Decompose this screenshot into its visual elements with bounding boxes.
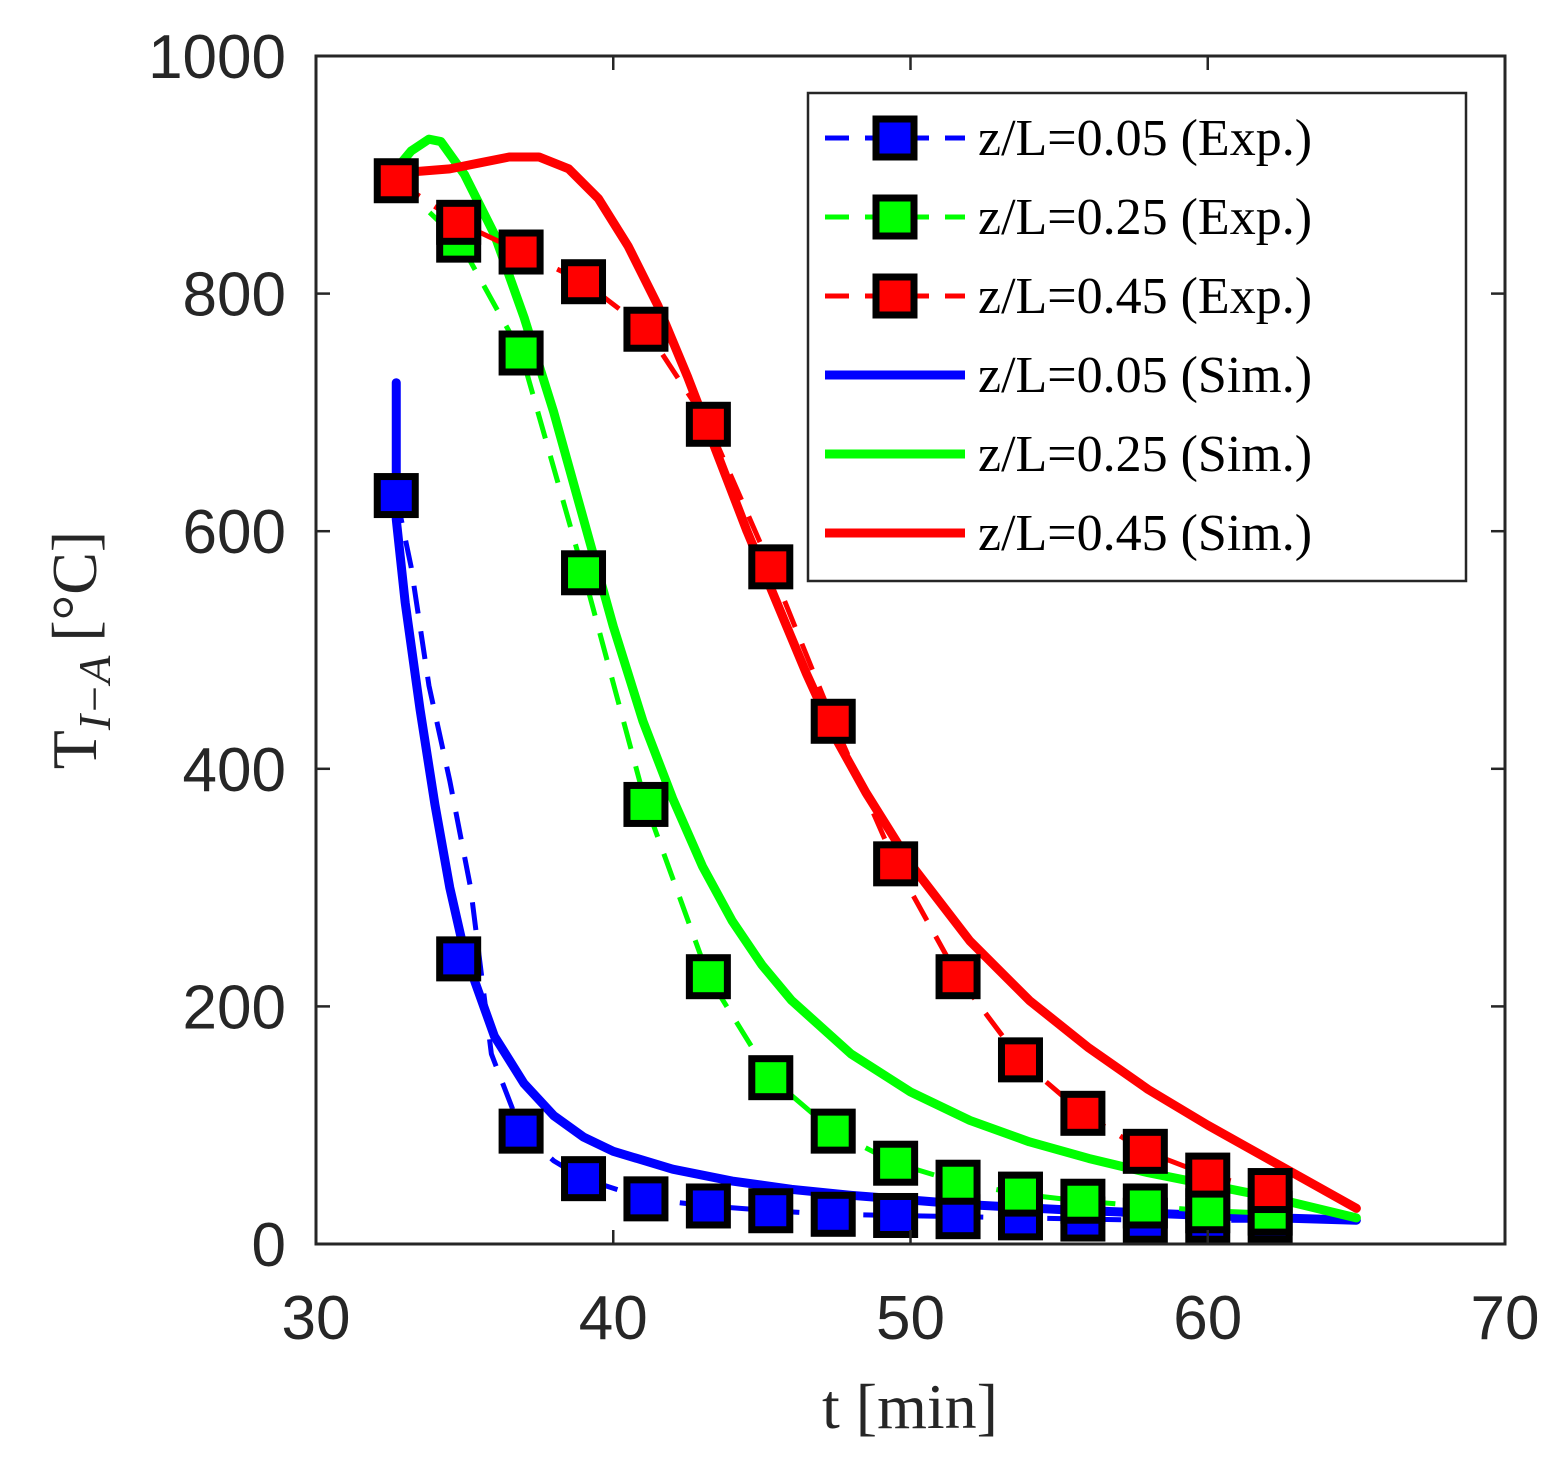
exp-marker-point [873, 1192, 919, 1238]
x-tick-label: 50 [876, 1284, 945, 1353]
exp-marker-point [561, 550, 607, 596]
exp-marker-point [498, 229, 544, 275]
legend-label: z/L=0.05 (Exp.) [978, 110, 1312, 167]
y-tick-label: 1000 [148, 23, 286, 92]
legend-label: z/L=0.25 (Exp.) [978, 189, 1312, 246]
exp-marker-point [498, 1108, 544, 1154]
exp-marker-point [997, 1171, 1043, 1217]
exp-marker-point [748, 1055, 794, 1101]
exp-marker-point [498, 330, 544, 376]
exp-marker-point [685, 401, 731, 447]
exp-marker-point [623, 1176, 669, 1222]
legend: z/L=0.05 (Exp.) z/L=0.25 (Exp.) z/L=0.45 (… [806, 91, 1468, 583]
series-2 [373, 158, 1293, 1214]
exp-marker-point [935, 954, 981, 1000]
exp-marker-point [623, 781, 669, 827]
exp-marker-point [436, 936, 482, 982]
exp-marker-point [1185, 1188, 1231, 1234]
x-axis-label: t [min] [822, 1371, 998, 1442]
exp-marker-point [1060, 1178, 1106, 1224]
exp-marker-point [1122, 1183, 1168, 1229]
exp-marker-point [373, 158, 419, 204]
legend-label: z/L=0.25 (Sim.) [978, 426, 1312, 483]
y-tick-label: 400 [183, 736, 286, 805]
legend-marker-swatch [872, 273, 918, 319]
legend-entry: z/L=0.25 (Sim.) [825, 426, 1312, 483]
exp-marker-point [810, 1108, 856, 1154]
exp-marker-point [436, 199, 482, 245]
exp-marker-point [873, 1140, 919, 1186]
x-tick-label: 60 [1173, 1284, 1242, 1353]
exp-marker-point [997, 1037, 1043, 1083]
legend-entry: z/L=0.05 (Sim.) [825, 347, 1312, 404]
exp-marker-point [748, 544, 794, 590]
legend-marker-swatch [872, 194, 918, 240]
exp-marker-point [748, 1188, 794, 1234]
exp-marker-point [623, 306, 669, 352]
legend-entry: z/L=0.05 (Exp.) [825, 110, 1312, 167]
legend-entry: z/L=0.45 (Sim.) [825, 505, 1312, 562]
exp-marker-point [373, 473, 419, 519]
exp-marker-point [1247, 1168, 1293, 1214]
x-tick-label: 40 [579, 1284, 648, 1353]
legend-entry: z/L=0.25 (Exp.) [825, 189, 1312, 246]
y-tick-label: 200 [183, 973, 286, 1042]
exp-marker-point [1122, 1128, 1168, 1174]
legend-label: z/L=0.45 (Exp.) [978, 268, 1312, 325]
exp-marker-point [685, 954, 731, 1000]
data-layer [373, 134, 1361, 1243]
series-4 [391, 134, 1361, 1223]
exp-marker-point [935, 1159, 981, 1205]
y-axis-label-unit: [°C] [39, 531, 110, 642]
exp-marker-point [810, 698, 856, 744]
y-axis-label: TI−A [°C] [39, 531, 120, 769]
y-axis-label-subscript: I−A [69, 655, 120, 731]
exp-marker-point [685, 1183, 731, 1229]
sim-line-4 [391, 134, 1361, 1223]
x-tick-label: 70 [1471, 1284, 1540, 1353]
exp-marker-point [561, 259, 607, 305]
x-tick-label: 30 [282, 1284, 351, 1353]
exp-marker-point [1185, 1152, 1231, 1198]
legend-label: z/L=0.45 (Sim.) [978, 505, 1312, 562]
legend-marker-swatch [872, 115, 918, 161]
y-tick-label: 0 [252, 1211, 286, 1280]
y-tick-label: 800 [183, 261, 286, 330]
exp-marker-point [1060, 1090, 1106, 1136]
sim-line-5 [391, 152, 1361, 1213]
legend-box [806, 91, 1468, 583]
exp-marker-point [873, 841, 919, 887]
series-5 [391, 152, 1361, 1213]
ticks-layer: 30 40 50 60 70 0 200 400 600 800 1000 [148, 23, 1539, 1353]
exp-marker-point [561, 1156, 607, 1202]
y-tick-label: 600 [183, 498, 286, 567]
legend-entry: z/L=0.45 (Exp.) [825, 268, 1312, 325]
y-axis-label-main: T [39, 730, 110, 769]
exp-marker-point [810, 1191, 856, 1237]
legend-label: z/L=0.05 (Sim.) [978, 347, 1312, 404]
